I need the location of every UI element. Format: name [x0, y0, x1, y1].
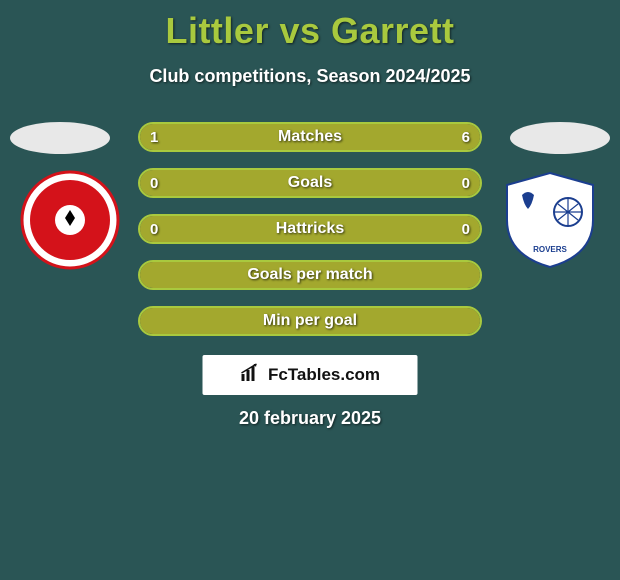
left-ellipse	[10, 122, 110, 154]
right-ellipse	[510, 122, 610, 154]
stats-container: Matches16Goals00Hattricks00Goals per mat…	[138, 122, 482, 352]
stat-label: Goals per match	[140, 262, 480, 288]
svg-text:ROVERS: ROVERS	[533, 245, 567, 254]
stat-row: Matches1 6	[138, 122, 482, 152]
stat-row: Hattricks0 0	[138, 214, 482, 244]
stat-row: Goals per match	[138, 260, 482, 290]
stat-row: Goals0 0	[138, 168, 482, 198]
subtitle: Club competitions, Season 2024/2025	[0, 66, 620, 87]
brand-text: FcTables.com	[268, 365, 380, 385]
stat-label: Hattricks	[140, 216, 480, 242]
stat-label: Goals	[140, 170, 480, 196]
stat-value-left: 0	[140, 216, 168, 242]
stat-value-right: 6	[452, 124, 480, 150]
date-text: 20 february 2025	[0, 408, 620, 429]
stat-row: Min per goal	[138, 306, 482, 336]
team-left-badge: F T F C	[20, 170, 120, 270]
svg-text:F C: F C	[64, 251, 77, 260]
stat-value-left: 1	[140, 124, 168, 150]
stat-label: Min per goal	[140, 308, 480, 334]
chart-icon	[240, 362, 262, 389]
stat-value-right: 0	[452, 216, 480, 242]
svg-text:F T: F T	[64, 183, 76, 192]
stat-value-right: 0	[452, 170, 480, 196]
team-right-badge: ROVERS	[500, 170, 600, 270]
brand-box: FcTables.com	[203, 355, 418, 395]
page-title: Littler vs Garrett	[0, 0, 620, 52]
stat-label: Matches	[140, 124, 480, 150]
stat-value-left: 0	[140, 170, 168, 196]
